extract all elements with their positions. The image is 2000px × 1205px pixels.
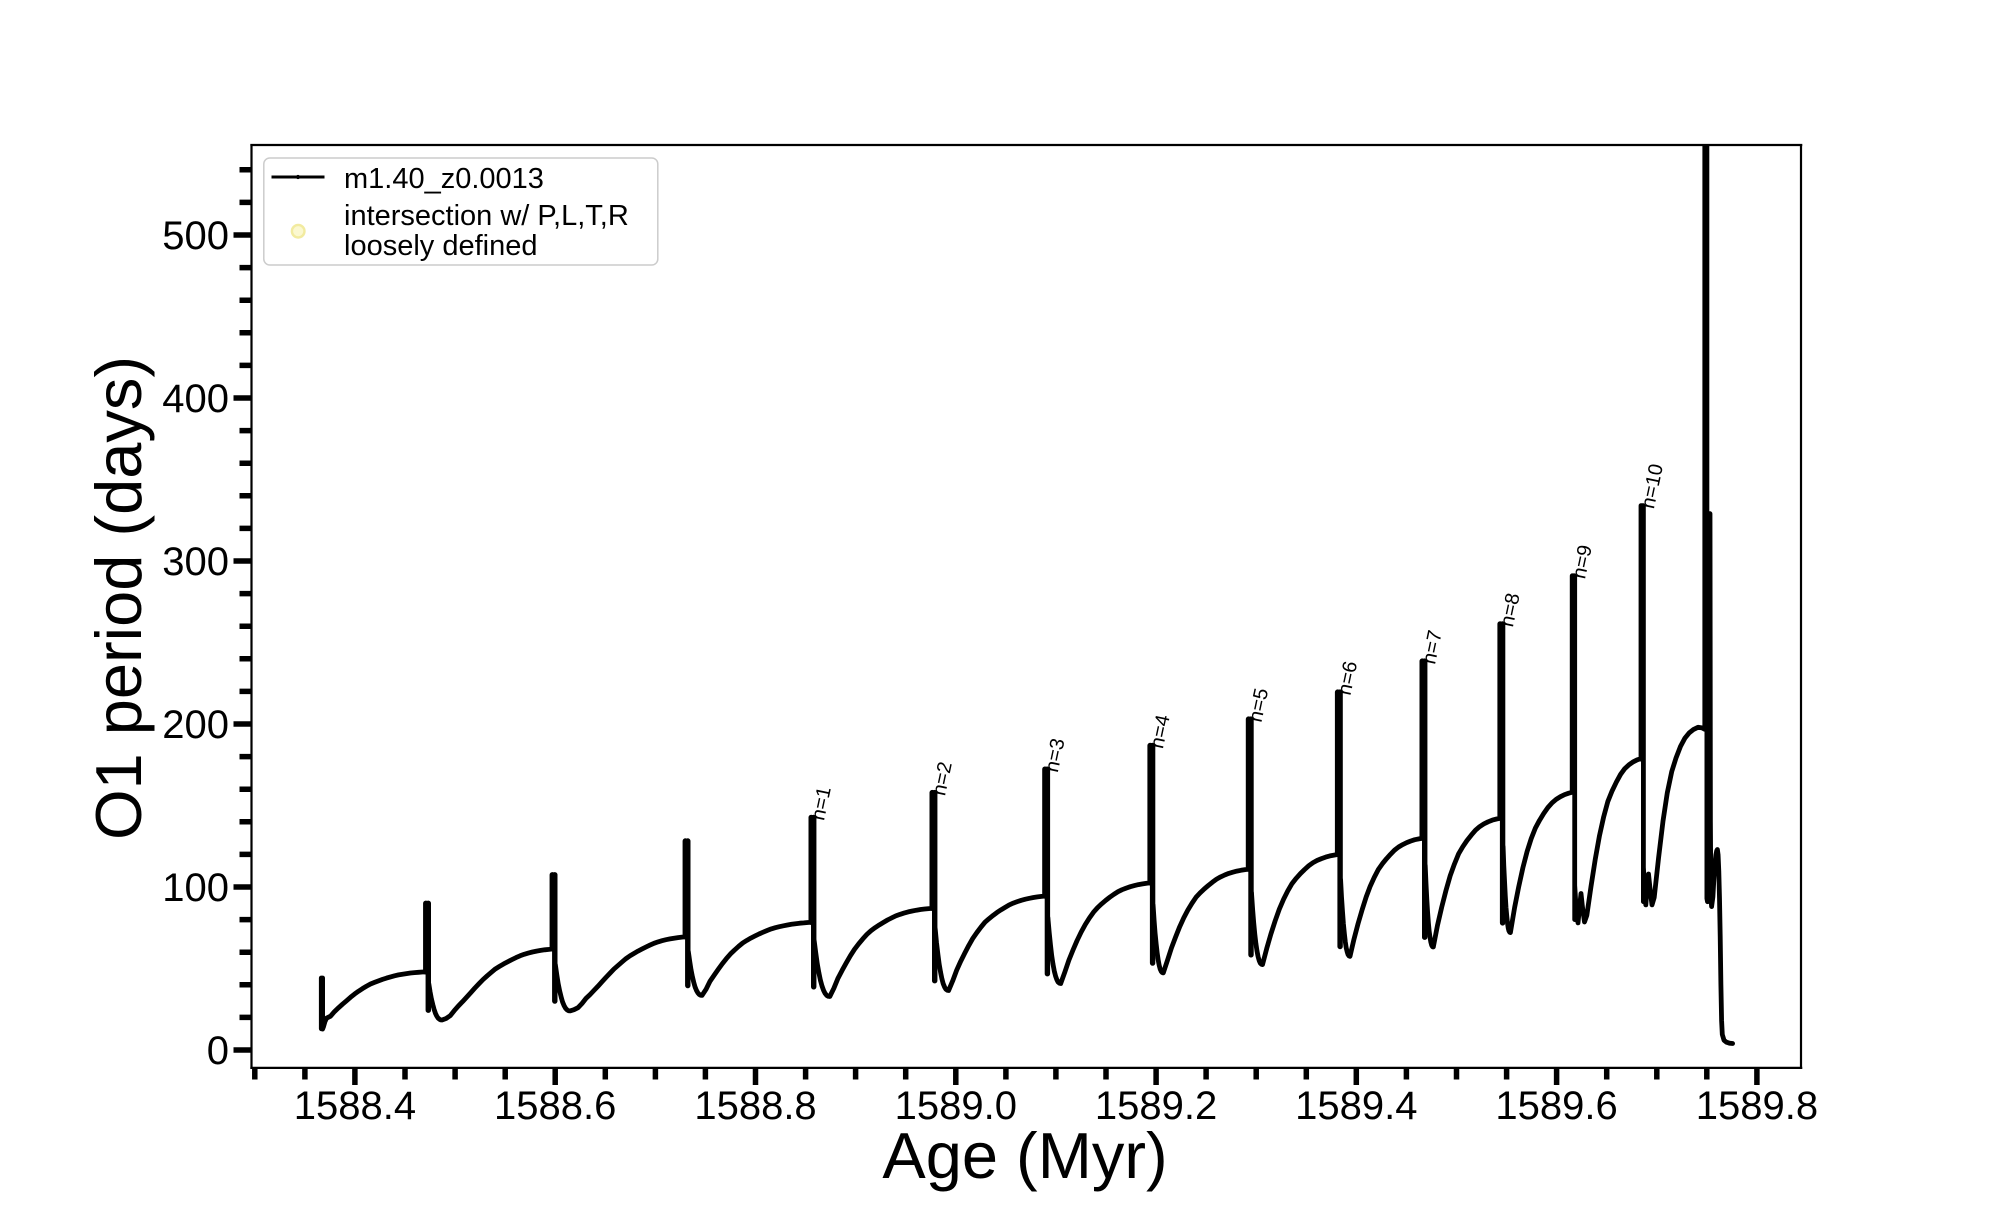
svg-text:m1.40_z0.0013: m1.40_z0.0013 (344, 163, 544, 195)
svg-text:1589.8: 1589.8 (1696, 1084, 1818, 1128)
svg-text:O1 period (days): O1 period (days) (82, 356, 155, 840)
svg-text:1588.4: 1588.4 (294, 1084, 416, 1128)
svg-text:intersection w/ P,L,T,R: intersection w/ P,L,T,R (344, 200, 629, 232)
svg-text:300: 300 (162, 540, 229, 584)
svg-text:Age (Myr): Age (Myr) (882, 1119, 1167, 1192)
svg-text:1589.2: 1589.2 (1095, 1084, 1217, 1128)
svg-text:200: 200 (162, 703, 229, 747)
svg-text:0: 0 (207, 1029, 229, 1073)
svg-text:1589.0: 1589.0 (895, 1084, 1017, 1128)
svg-text:1588.8: 1588.8 (694, 1084, 816, 1128)
svg-text:loosely defined: loosely defined (344, 230, 537, 262)
svg-text:400: 400 (162, 377, 229, 421)
svg-text:1589.4: 1589.4 (1295, 1084, 1417, 1128)
svg-text:500: 500 (162, 214, 229, 258)
svg-text:100: 100 (162, 866, 229, 910)
svg-text:1589.6: 1589.6 (1495, 1084, 1617, 1128)
svg-text:1588.6: 1588.6 (494, 1084, 616, 1128)
